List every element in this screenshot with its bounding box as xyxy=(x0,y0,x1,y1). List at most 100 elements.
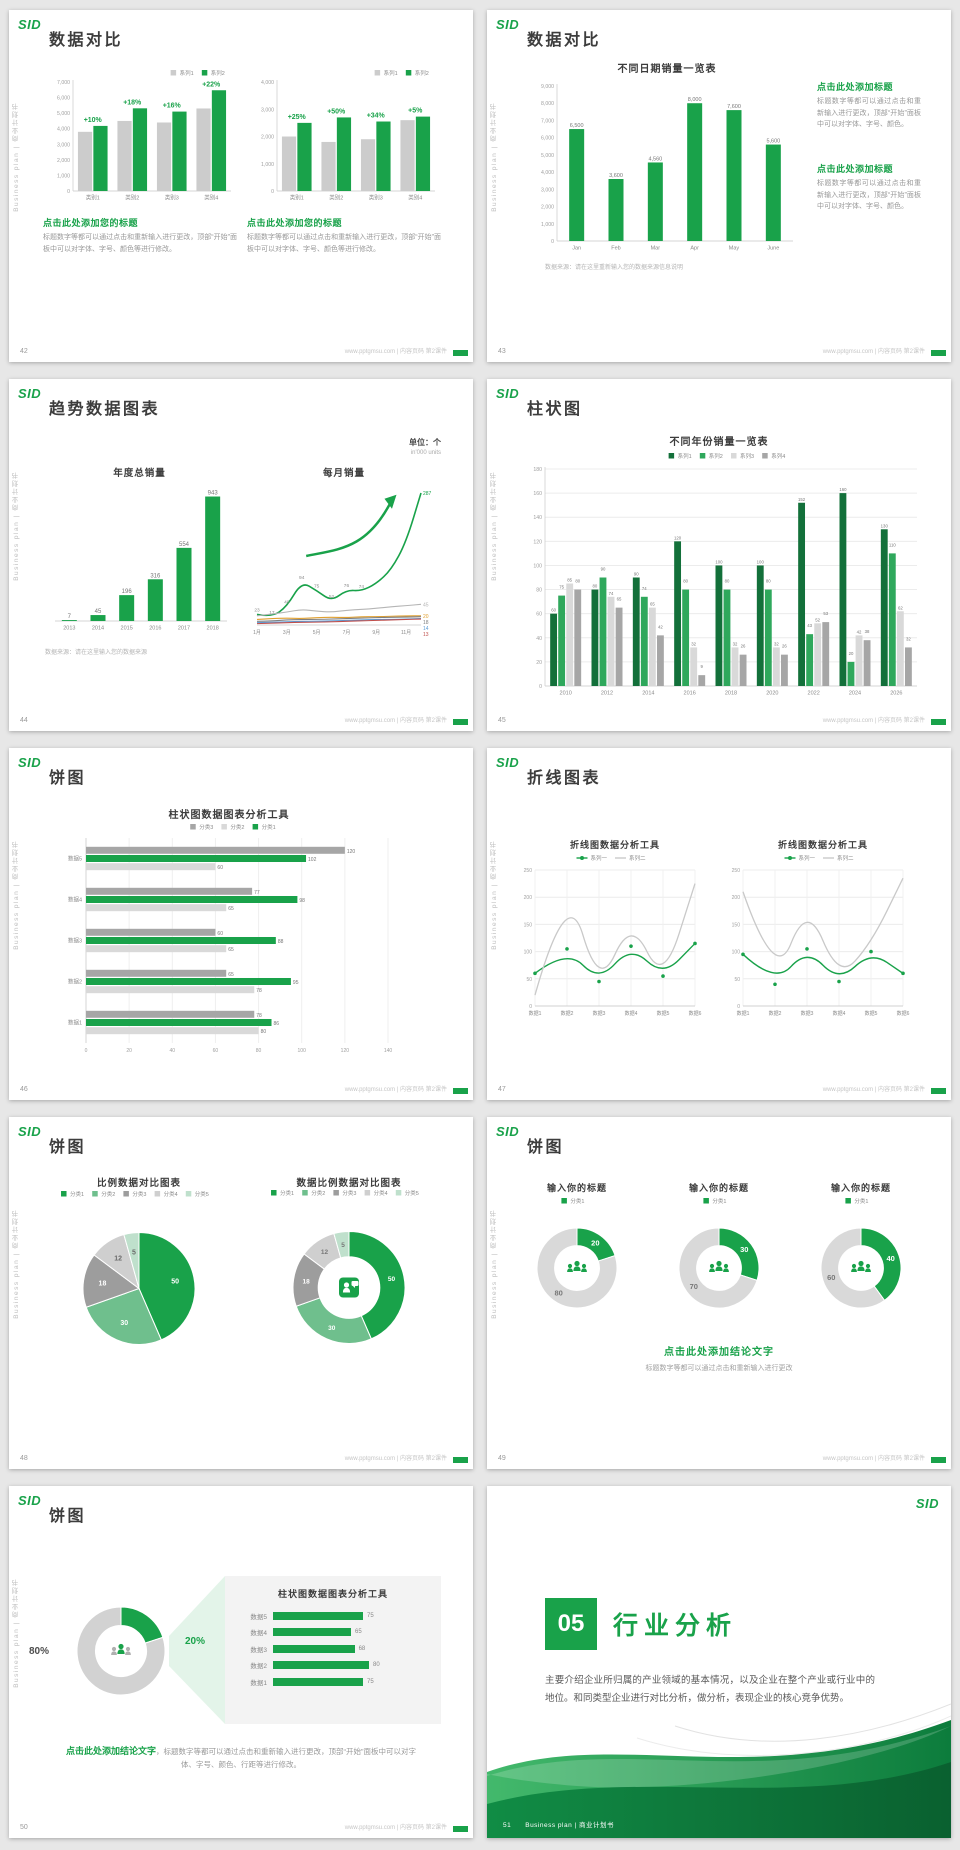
footer-accent-bar xyxy=(453,1826,468,1832)
svg-text:1,000: 1,000 xyxy=(541,222,554,228)
svg-text:40: 40 xyxy=(284,600,290,606)
svg-text:May: May xyxy=(729,246,740,252)
svg-text:11月: 11月 xyxy=(401,630,411,636)
svg-text:2014: 2014 xyxy=(642,691,654,697)
svg-text:数据3: 数据3 xyxy=(593,1010,606,1017)
svg-text:6,500: 6,500 xyxy=(570,123,584,129)
svg-text:2026: 2026 xyxy=(890,691,902,697)
svg-text:86: 86 xyxy=(274,1021,280,1027)
slide-43-data-comparison[interactable]: SID Business plan | 商业计划书 数据对比 不同日期销量一览表… xyxy=(487,10,951,362)
svg-text:42: 42 xyxy=(857,629,862,634)
svg-text:0: 0 xyxy=(539,684,542,690)
svg-text:20: 20 xyxy=(126,1048,132,1054)
svg-text:2010: 2010 xyxy=(560,691,572,697)
sid-logo: SID xyxy=(496,1124,520,1139)
svg-text:系列2: 系列2 xyxy=(415,69,429,77)
svg-text:2016: 2016 xyxy=(684,691,696,697)
svg-text:200: 200 xyxy=(732,895,741,901)
chart-title: 不同年份销量一览表 xyxy=(669,437,769,448)
svg-text:60: 60 xyxy=(827,1273,835,1282)
sid-logo: SID xyxy=(496,17,520,32)
block-heading: 点击此处添加您的标题 xyxy=(43,218,139,228)
svg-text:287: 287 xyxy=(423,491,432,497)
svg-text:2018: 2018 xyxy=(207,626,219,632)
svg-text:1,000: 1,000 xyxy=(57,173,70,179)
slide-45-column-chart[interactable]: SID Business plan | 商业计划书 柱状图 不同年份销量一览表 … xyxy=(487,379,951,731)
svg-text:分类5: 分类5 xyxy=(405,1189,419,1197)
footer-text: www.pptgmsu.com | 内容页码 第2课件 xyxy=(344,1825,447,1831)
svg-text:74: 74 xyxy=(359,584,365,590)
slide-48-pie-charts[interactable]: SID Business plan | 商业计划书 饼图 比例数据对比图表 分类… xyxy=(9,1117,473,1469)
svg-text:80: 80 xyxy=(554,1289,562,1298)
footer-text: www.pptgmsu.com | 内容页码 第2课件 xyxy=(344,349,447,355)
svg-text:类别3: 类别3 xyxy=(369,194,383,202)
svg-text:78: 78 xyxy=(256,1013,262,1019)
green-share-label: 20% xyxy=(185,1636,206,1647)
block-body: 标题数字等都可以通过点击和重新输入进行更改，顶部“开始”面板中可以对字体、字号、… xyxy=(817,180,921,211)
svg-text:分类2: 分类2 xyxy=(101,1190,115,1198)
svg-text:June: June xyxy=(767,246,779,252)
svg-text:类别1: 类别1 xyxy=(86,194,100,202)
svg-text:90: 90 xyxy=(634,572,639,577)
svg-text:60: 60 xyxy=(217,931,223,937)
chart-title: 比例数据对比图表 xyxy=(96,1178,181,1189)
svg-text:100: 100 xyxy=(298,1048,307,1054)
svg-text:90: 90 xyxy=(601,567,606,572)
svg-text:95: 95 xyxy=(293,980,299,986)
svg-text:0: 0 xyxy=(529,1004,532,1010)
svg-text:+10%: +10% xyxy=(84,117,103,124)
svg-text:65: 65 xyxy=(617,597,622,602)
svg-text:Apr: Apr xyxy=(690,246,699,252)
svg-text:3,000: 3,000 xyxy=(541,187,554,193)
slide-49-donut-charts[interactable]: SID Business plan | 商业计划书 饼图 输入你的标题 分类1 2… xyxy=(487,1117,951,1469)
svg-text:120: 120 xyxy=(674,535,682,540)
svg-text:14: 14 xyxy=(423,626,429,632)
svg-text:数据6: 数据6 xyxy=(897,1010,910,1017)
svg-text:9月: 9月 xyxy=(372,630,380,636)
slide-46-horizontal-bar[interactable]: SID Business plan | 商业计划书 饼图 柱状图数据图表分析工具… xyxy=(9,748,473,1100)
sidebar-vertical-text: Business plan | 商业计划书 xyxy=(13,102,20,212)
svg-text:分类2: 分类2 xyxy=(311,1189,325,1197)
sidebar-vertical-text: Business plan | 商业计划书 xyxy=(491,840,498,950)
page-number: 46 xyxy=(20,1086,28,1093)
svg-text:系列2: 系列2 xyxy=(709,452,723,460)
svg-text:0: 0 xyxy=(551,239,554,245)
conclusion-text: 点击此处添加结论文字 xyxy=(65,1746,156,1756)
svg-text:1月: 1月 xyxy=(253,630,261,636)
gray-share-label: 80% xyxy=(29,1646,50,1657)
slide-42-data-comparison[interactable]: SID Business plan | 商业计划书 数据对比 0 1,000 2,0… xyxy=(9,10,473,362)
svg-text:26: 26 xyxy=(741,644,746,649)
slide-51-section-divider[interactable]: SID 05 行业分析 主要介绍企业所归属的产业领域的基本情况，以及企业在整个产… xyxy=(487,1486,951,1838)
svg-text:74: 74 xyxy=(642,586,647,591)
svg-text:5月: 5月 xyxy=(313,630,321,636)
svg-text:+5%: +5% xyxy=(408,108,423,115)
slide-47-line-charts[interactable]: SID Business plan | 商业计划书 折线图表 折线图数据分析工具… xyxy=(487,748,951,1100)
svg-text:+18%: +18% xyxy=(123,99,142,106)
donut-chart-3: 分类1 40 60 xyxy=(793,1197,929,1327)
svg-text:75: 75 xyxy=(314,584,320,590)
svg-text:65: 65 xyxy=(228,947,234,953)
svg-text:1,000: 1,000 xyxy=(261,162,274,168)
svg-text:100: 100 xyxy=(524,950,533,956)
chart-title: 年度总销量 xyxy=(113,468,166,479)
svg-text:80: 80 xyxy=(256,1048,262,1054)
svg-text:140: 140 xyxy=(533,515,542,521)
svg-text:26: 26 xyxy=(782,644,787,649)
panel-bar-rows: 数据5 75 数据4 65 数据3 68 数据2 80 数据1 75 xyxy=(250,1611,380,1687)
page-title: 折线图表 xyxy=(527,770,602,787)
ratio-donut-chart xyxy=(61,1591,181,1711)
chart-title: 输入你的标题 xyxy=(688,1183,749,1193)
sidebar-vertical-text: Business plan | 商业计划书 xyxy=(13,1209,20,1319)
slide-50-donut-with-bars[interactable]: SID Business plan | 商业计划书 饼图 80% 20% 柱状图… xyxy=(9,1486,473,1838)
grouped-bar-chart-left: 0 1,000 2,000 3,000 4,000 5,000 6,000 7,000 类别1 类… xyxy=(43,66,237,204)
svg-text:80: 80 xyxy=(593,584,598,589)
svg-text:+25%: +25% xyxy=(288,114,307,121)
svg-text:系列二: 系列二 xyxy=(629,854,646,862)
slide-44-trend-charts[interactable]: SID Business plan | 商业计划书 趋势数据图表 单位：个 in… xyxy=(9,379,473,731)
svg-text:160: 160 xyxy=(839,487,847,492)
svg-text:62: 62 xyxy=(898,605,903,610)
svg-text:分类3: 分类3 xyxy=(342,1189,356,1197)
svg-text:系列3: 系列3 xyxy=(740,452,754,460)
sid-logo: SID xyxy=(496,755,520,770)
svg-text:45: 45 xyxy=(423,602,429,608)
